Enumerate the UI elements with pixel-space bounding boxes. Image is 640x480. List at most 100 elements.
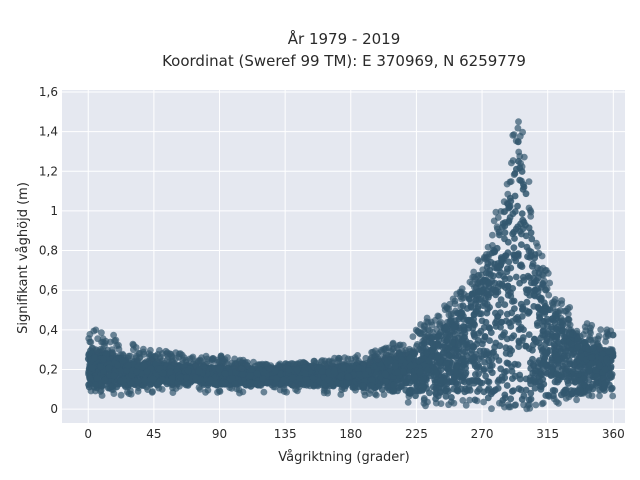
data-point bbox=[280, 376, 287, 384]
data-point bbox=[347, 355, 355, 363]
data-point bbox=[538, 400, 546, 408]
data-point bbox=[372, 371, 380, 378]
data-point bbox=[452, 347, 459, 355]
data-point bbox=[117, 391, 125, 399]
data-point bbox=[596, 386, 603, 394]
data-point bbox=[459, 355, 467, 363]
data-point bbox=[512, 273, 520, 281]
data-point bbox=[488, 405, 495, 413]
data-point bbox=[407, 362, 414, 370]
y-axis-title: Signifikant våghöjd (m) bbox=[16, 182, 31, 334]
data-point bbox=[435, 331, 443, 338]
data-point bbox=[453, 387, 461, 394]
data-point bbox=[378, 348, 385, 355]
data-point bbox=[469, 354, 477, 361]
data-point bbox=[539, 352, 547, 360]
data-point bbox=[601, 366, 609, 373]
data-point bbox=[548, 359, 555, 367]
data-point bbox=[229, 375, 236, 382]
data-point bbox=[432, 395, 439, 403]
data-point bbox=[508, 159, 515, 167]
data-point bbox=[601, 380, 608, 388]
data-point bbox=[537, 296, 545, 304]
x-tick-label: 225 bbox=[405, 427, 428, 441]
data-point bbox=[503, 359, 511, 367]
data-point bbox=[461, 333, 468, 341]
data-point bbox=[443, 323, 450, 331]
data-point bbox=[318, 357, 326, 364]
data-point bbox=[519, 273, 527, 281]
data-point bbox=[487, 329, 495, 336]
data-point bbox=[494, 214, 502, 221]
data-point bbox=[318, 368, 326, 375]
data-point bbox=[159, 376, 166, 384]
data-point bbox=[450, 324, 458, 332]
data-point bbox=[546, 279, 554, 287]
data-point bbox=[602, 338, 609, 345]
data-point bbox=[459, 347, 467, 355]
data-point bbox=[310, 363, 318, 371]
data-point bbox=[539, 280, 547, 288]
data-point bbox=[475, 330, 483, 337]
data-point bbox=[475, 296, 483, 304]
data-point bbox=[517, 261, 525, 269]
data-point bbox=[562, 356, 569, 363]
data-point bbox=[535, 269, 543, 277]
data-point bbox=[113, 342, 121, 349]
data-point bbox=[391, 362, 399, 370]
data-point bbox=[518, 395, 526, 403]
data-point bbox=[495, 301, 502, 309]
data-point bbox=[232, 369, 240, 376]
data-point bbox=[366, 358, 374, 366]
data-point bbox=[368, 376, 376, 383]
data-point bbox=[514, 361, 522, 368]
data-point bbox=[533, 319, 541, 327]
data-point bbox=[510, 244, 518, 252]
data-point bbox=[382, 377, 390, 385]
data-point bbox=[531, 335, 538, 343]
data-point bbox=[548, 299, 556, 307]
y-tick-label: 0,8 bbox=[39, 244, 58, 258]
data-point bbox=[497, 365, 505, 373]
data-point bbox=[501, 229, 509, 237]
data-point bbox=[238, 365, 246, 372]
data-point bbox=[470, 273, 478, 281]
data-point bbox=[532, 401, 540, 409]
data-point bbox=[534, 285, 541, 292]
data-point bbox=[508, 309, 516, 317]
data-point bbox=[593, 373, 601, 381]
data-point bbox=[539, 331, 547, 339]
data-point bbox=[99, 345, 107, 353]
data-point bbox=[525, 331, 533, 338]
data-point bbox=[206, 376, 214, 384]
data-point bbox=[277, 370, 285, 378]
data-point bbox=[538, 252, 546, 260]
data-point bbox=[527, 389, 535, 397]
data-point bbox=[437, 377, 444, 384]
data-point bbox=[516, 164, 524, 172]
data-point bbox=[514, 251, 522, 259]
data-point bbox=[525, 308, 533, 316]
data-point bbox=[554, 357, 562, 365]
data-point bbox=[527, 207, 534, 214]
data-point bbox=[587, 360, 595, 368]
data-point bbox=[374, 355, 382, 363]
data-point bbox=[211, 380, 219, 388]
data-point bbox=[506, 275, 514, 282]
data-point bbox=[423, 349, 431, 357]
data-point bbox=[196, 356, 204, 364]
data-point bbox=[512, 257, 520, 265]
data-point bbox=[463, 305, 471, 312]
data-point bbox=[499, 331, 507, 339]
data-point bbox=[425, 357, 433, 364]
data-point bbox=[87, 387, 95, 395]
data-point bbox=[525, 178, 533, 186]
data-point bbox=[335, 357, 343, 365]
data-point bbox=[558, 297, 566, 304]
data-point bbox=[195, 367, 203, 375]
data-point bbox=[157, 353, 164, 361]
data-point bbox=[543, 285, 551, 293]
data-point bbox=[239, 371, 246, 378]
data-point bbox=[568, 351, 575, 359]
data-point bbox=[405, 374, 412, 382]
